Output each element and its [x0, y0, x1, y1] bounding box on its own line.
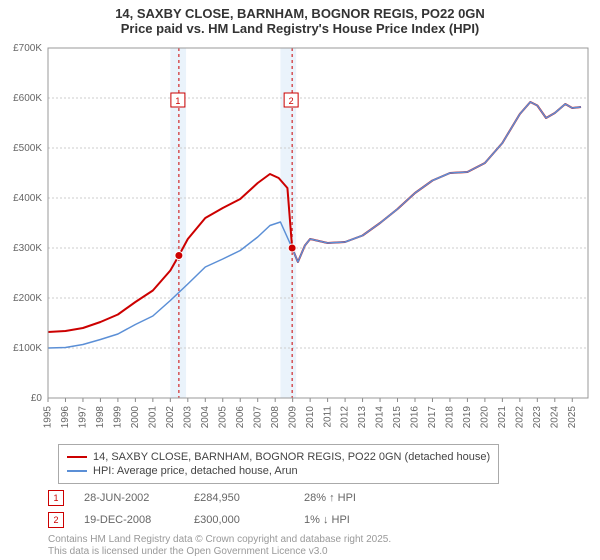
svg-text:2010: 2010 [305, 406, 316, 429]
legend-label: 14, SAXBY CLOSE, BARNHAM, BOGNOR REGIS, … [93, 451, 490, 463]
svg-text:£400K: £400K [13, 193, 42, 204]
svg-text:2003: 2003 [182, 406, 193, 429]
legend-label: HPI: Average price, detached house, Arun [93, 465, 298, 477]
svg-text:£100K: £100K [13, 343, 42, 354]
footer-line-2: This data is licensed under the Open Gov… [48, 546, 328, 557]
svg-text:2005: 2005 [217, 406, 228, 429]
sales-table: 1 28-JUN-2002 £284,950 28% ↑ HPI 2 19-DEC-200… [48, 490, 394, 534]
svg-text:2001: 2001 [147, 406, 158, 429]
svg-text:1998: 1998 [95, 406, 106, 429]
legend: 14, SAXBY CLOSE, BARNHAM, BOGNOR REGIS, … [58, 444, 499, 484]
svg-text:2017: 2017 [427, 406, 438, 429]
svg-text:2016: 2016 [410, 406, 421, 429]
svg-text:2015: 2015 [392, 406, 403, 429]
svg-text:£300K: £300K [13, 243, 42, 254]
svg-text:2009: 2009 [287, 406, 298, 429]
legend-swatch [67, 470, 87, 472]
sale-marker: 1 [48, 490, 64, 506]
svg-text:£0: £0 [31, 393, 43, 404]
svg-text:2022: 2022 [514, 406, 525, 429]
svg-text:2013: 2013 [357, 406, 368, 429]
svg-text:2018: 2018 [445, 406, 456, 429]
sales-row: 1 28-JUN-2002 £284,950 28% ↑ HPI [48, 490, 394, 506]
svg-text:2012: 2012 [340, 406, 351, 429]
svg-text:2019: 2019 [462, 406, 473, 429]
sale-price: £284,950 [194, 492, 284, 504]
svg-text:2023: 2023 [532, 406, 543, 429]
legend-swatch [67, 456, 87, 458]
svg-text:2008: 2008 [270, 406, 281, 429]
sale-marker: 2 [48, 512, 64, 528]
svg-text:1999: 1999 [113, 406, 124, 429]
svg-text:£600K: £600K [13, 93, 42, 104]
sale-date: 19-DEC-2008 [84, 514, 174, 526]
svg-text:1995: 1995 [43, 406, 54, 429]
footer-line-1: Contains HM Land Registry data © Crown c… [48, 534, 391, 545]
svg-text:2014: 2014 [375, 406, 386, 429]
svg-text:2020: 2020 [480, 406, 491, 429]
svg-text:1997: 1997 [78, 406, 89, 429]
sale-delta: 28% ↑ HPI [304, 492, 394, 504]
sale-delta: 1% ↓ HPI [304, 514, 394, 526]
svg-text:2011: 2011 [322, 406, 333, 428]
legend-item: HPI: Average price, detached house, Arun [67, 465, 490, 477]
svg-text:2006: 2006 [235, 406, 246, 429]
sales-row: 2 19-DEC-2008 £300,000 1% ↓ HPI [48, 512, 394, 528]
svg-text:2025: 2025 [567, 406, 578, 429]
svg-text:£200K: £200K [13, 293, 42, 304]
legend-item: 14, SAXBY CLOSE, BARNHAM, BOGNOR REGIS, … [67, 451, 490, 463]
sale-date: 28-JUN-2002 [84, 492, 174, 504]
svg-text:2002: 2002 [165, 406, 176, 429]
svg-text:2021: 2021 [497, 406, 508, 429]
price-chart: £0 £100K £200K £300K £400K £500K £600K £700K 199… [0, 0, 600, 440]
svg-text:1996: 1996 [60, 406, 71, 429]
svg-text:2007: 2007 [252, 406, 263, 429]
svg-text:2: 2 [289, 96, 294, 106]
svg-text:£500K: £500K [13, 143, 42, 154]
svg-text:1: 1 [175, 96, 180, 106]
svg-text:£700K: £700K [13, 43, 42, 54]
sale-price: £300,000 [194, 514, 284, 526]
svg-text:2000: 2000 [130, 406, 141, 429]
svg-text:2004: 2004 [200, 406, 211, 429]
svg-text:2024: 2024 [549, 406, 560, 429]
